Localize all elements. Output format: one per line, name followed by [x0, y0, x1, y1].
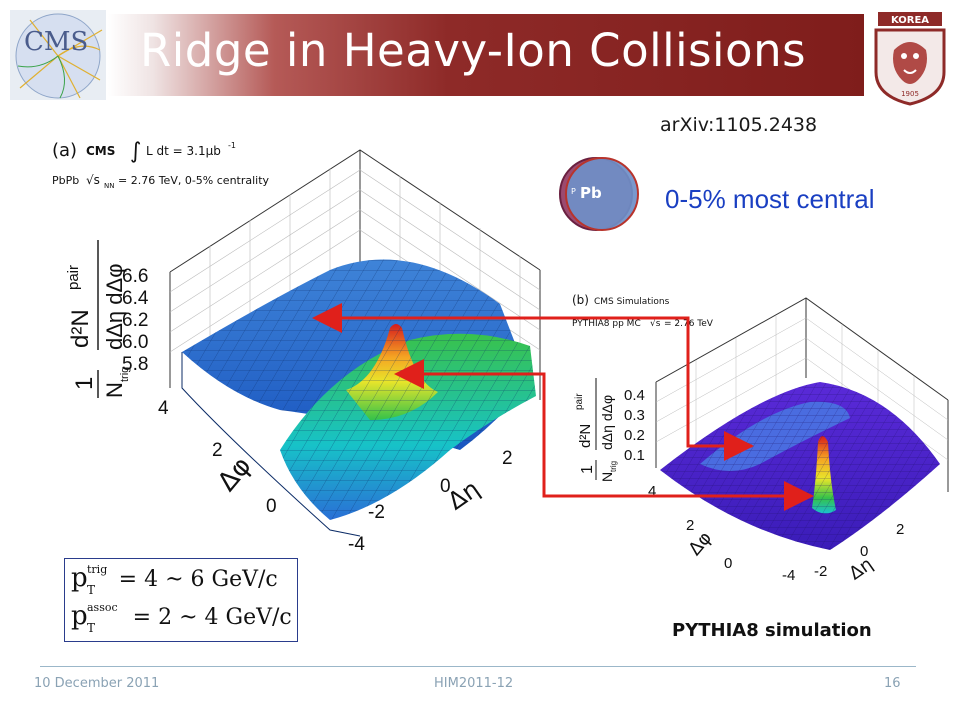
z-tick: 6.2 — [122, 310, 148, 331]
pythia-caption: PYTHIA8 simulation — [672, 620, 872, 641]
svg-text:1905: 1905 — [901, 90, 919, 98]
svg-text:∫: ∫ — [130, 139, 141, 164]
eta-tick: -2 — [814, 563, 827, 580]
svg-text:pair: pair — [65, 265, 82, 290]
z-tick: 0.1 — [624, 447, 645, 464]
svg-text:√s: √s — [650, 318, 661, 329]
z-tick: 6.6 — [122, 266, 148, 287]
phi-tick: 4 — [648, 483, 656, 500]
panel-a-lumi: L dt = 3.1μb — [146, 144, 221, 158]
svg-text:N: N — [102, 382, 127, 398]
eta-tick: 2 — [502, 448, 513, 469]
pbpb-collision-icon: P Pb — [559, 157, 639, 231]
svg-text:Pb: Pb — [580, 184, 602, 202]
svg-text:N: N — [599, 472, 615, 482]
eta-axis-label: Δη — [845, 554, 876, 582]
svg-text:trig: trig — [119, 367, 131, 382]
pt-cuts-box: p trig T = 4 ~ 6 GeV/c p assoc T = 2 ~ 4 GeV… — [64, 558, 298, 642]
eta-tick: -2 — [368, 502, 385, 523]
svg-text:pair: pair — [574, 393, 585, 410]
y-axis-label-b: 1 N trig d²N pair dΔη dΔφ — [574, 378, 618, 482]
svg-text:-1: -1 — [228, 141, 236, 150]
footer-divider — [40, 666, 916, 667]
phi-tick: 0 — [266, 496, 277, 517]
z-tick: 6.4 — [122, 288, 149, 309]
eta-tick: -4 — [348, 534, 365, 555]
cms-logo: CMS — [10, 10, 106, 100]
y-axis-label: 1 N trig d²N pair dΔη dΔφ — [65, 240, 131, 398]
pt-trig-line: p trig T = 4 ~ 6 GeV/c — [71, 563, 278, 597]
svg-text:√s: √s — [86, 173, 100, 187]
panel-b-label: (b) — [572, 293, 589, 307]
svg-text:= 2.76 TeV: = 2.76 TeV — [664, 319, 714, 329]
panel-a-system: PbPb — [52, 174, 79, 187]
svg-text:KOREA: KOREA — [891, 15, 929, 26]
panel-b-experiment: CMS Simulations — [594, 297, 670, 307]
svg-text:P: P — [571, 187, 576, 196]
footer-page-number: 16 — [884, 676, 901, 691]
z-tick: 0.4 — [624, 387, 645, 404]
arxiv-reference: arXiv:1105.2438 — [660, 114, 818, 136]
phi-tick: 4 — [158, 398, 169, 419]
slide-title: Ridge in Heavy-Ion Collisions — [140, 24, 807, 77]
korea-university-logo: KOREA 1905 — [874, 12, 946, 106]
pythia-correlation-plot: (b) CMS Simulations PYTHIA8 pp MC √s = 2… — [572, 293, 949, 582]
svg-text:dΔη dΔφ: dΔη dΔφ — [599, 395, 615, 450]
eta-tick: 2 — [896, 521, 904, 538]
pt-assoc-line: p assoc T = 2 ~ 4 GeV/c — [71, 601, 292, 635]
eta-tick: 0 — [860, 543, 868, 560]
panel-a-energy: = 2.76 TeV, 0-5% centrality — [118, 174, 270, 187]
phi-tick: 2 — [212, 440, 223, 461]
z-tick: 5.8 — [122, 354, 148, 375]
eta-tick: -4 — [782, 567, 795, 582]
phi-tick: 0 — [724, 555, 732, 572]
svg-text:trig: trig — [609, 461, 618, 472]
footer-conference: HIM2011-12 — [434, 676, 514, 691]
panel-b-generator: PYTHIA8 pp MC — [572, 319, 641, 329]
centrality-label: 0-5% most central — [665, 184, 875, 214]
svg-text:d²N: d²N — [67, 309, 94, 348]
z-tick: 0.3 — [624, 407, 645, 424]
panel-a-experiment: CMS — [86, 144, 115, 158]
footer-date: 10 December 2011 — [34, 676, 160, 691]
svg-text:CMS: CMS — [24, 27, 88, 57]
svg-text:1: 1 — [579, 465, 596, 474]
title-bar — [108, 14, 864, 96]
z-tick: 6.0 — [122, 332, 148, 353]
svg-text:d²N: d²N — [577, 424, 594, 448]
svg-text:dΔη dΔφ: dΔη dΔφ — [102, 264, 127, 350]
pbpb-correlation-plot: (a) CMS ∫ L dt = 3.1μb -1 PbPb √s NN = 2… — [52, 139, 541, 555]
z-tick: 0.2 — [624, 427, 645, 444]
svg-text:NN: NN — [104, 182, 114, 190]
svg-text:1: 1 — [71, 377, 98, 390]
panel-a-label: (a) — [52, 140, 77, 161]
phi-tick: 2 — [686, 517, 694, 534]
